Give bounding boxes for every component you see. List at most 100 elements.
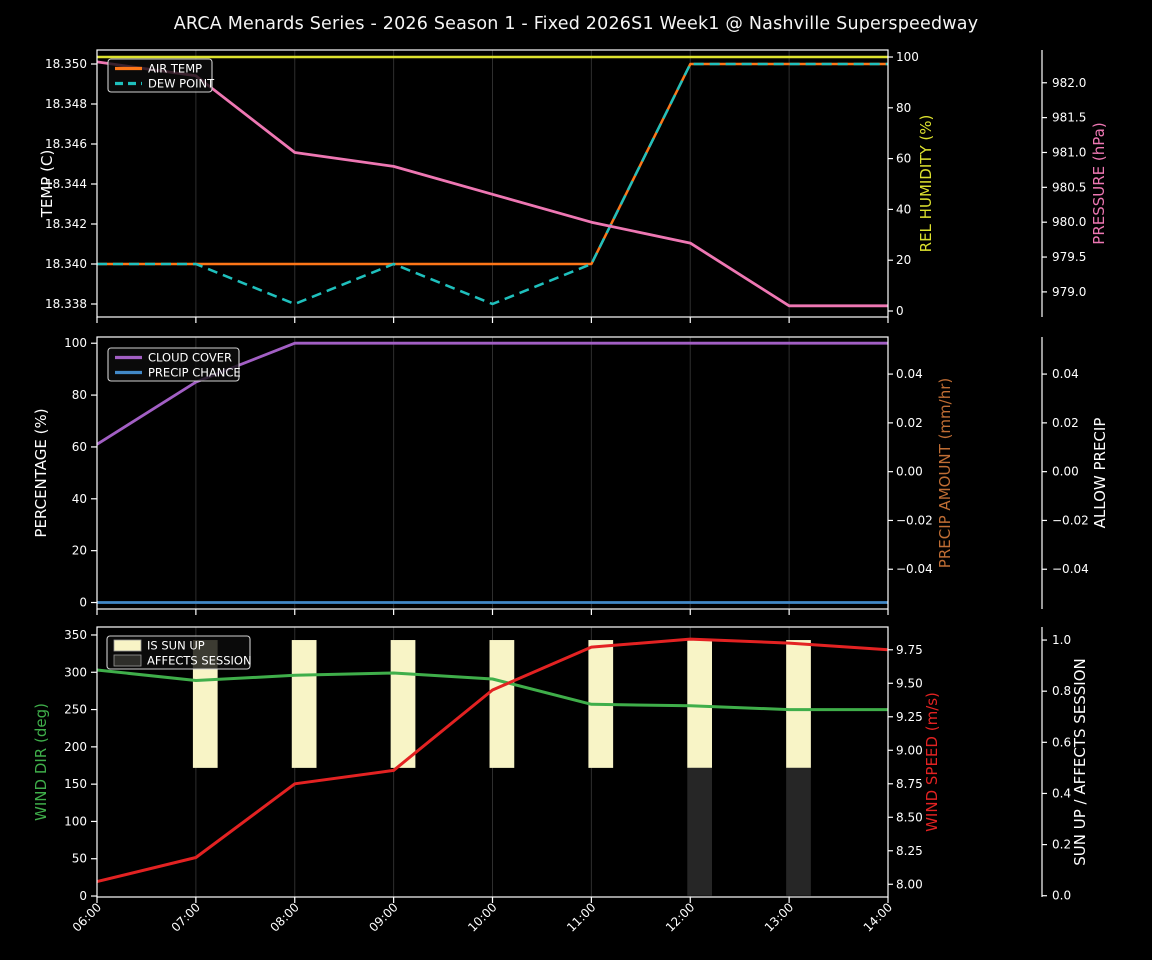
precip-amount-mm-hr-axis-label: PRECIP AMOUNT (mm/hr) <box>936 378 954 568</box>
y-tick-label: 18.348 <box>45 97 87 111</box>
x-tick-label: 07:00 <box>169 900 203 934</box>
y-tick-label: 0.00 <box>896 465 923 479</box>
y-tick-label: 8.75 <box>896 777 923 791</box>
y-tick-label: 18.344 <box>45 177 87 191</box>
temp-c-axis-label: TEMP (C) <box>38 150 56 219</box>
y-tick-label: 9.00 <box>896 743 923 757</box>
y-tick-label: 20 <box>896 253 911 267</box>
x-tick-label: 12:00 <box>663 900 697 934</box>
y-tick-label: 0.4 <box>1052 786 1071 800</box>
x-tick-label: 06:00 <box>70 900 104 934</box>
sun-up-affects-session-axis-label: SUN UP / AFFECTS SESSION <box>1071 658 1089 866</box>
panel-cloud-precip: 100 80 60 40 20 0 0.04 0.02 0.00 −0.02 −0.04 0.04 0.… <box>32 336 1109 615</box>
x-tick-label: 10:00 <box>465 900 499 934</box>
y-tick-label: 982.0 <box>1052 76 1086 90</box>
y-tick-label: 300 <box>64 665 87 679</box>
is-sun-up-bar <box>390 640 416 768</box>
y-tick-label: 0 <box>79 596 87 610</box>
y-tick-label: 60 <box>72 440 87 454</box>
y-tick-label: 0.04 <box>1052 367 1079 381</box>
is-sun-up-bar <box>489 640 515 768</box>
rel-humidity-axis-label: REL HUMIDITY (%) <box>917 115 935 253</box>
y-tick-label: 18.340 <box>45 257 87 271</box>
y-tick-label: 0.2 <box>1052 838 1071 852</box>
air-temp-line <box>97 62 888 266</box>
y-tick-label: 40 <box>896 202 911 216</box>
y-tick-label: 0.02 <box>1052 416 1079 430</box>
wind-dir-line <box>96 668 888 712</box>
percentage-axis-label: PERCENTAGE (%) <box>32 408 50 537</box>
y-tick-label: 9.50 <box>896 676 923 690</box>
x-tick-label: 09:00 <box>366 900 400 934</box>
y-tick-label: 20 <box>72 544 87 558</box>
y-tick-label: −0.04 <box>896 562 933 576</box>
y-tick-label: 200 <box>64 740 87 754</box>
y-tick-label: −0.02 <box>896 513 933 527</box>
dew-point-line <box>97 62 888 306</box>
x-tick-label: 08:00 <box>268 900 302 934</box>
y-tick-label: 979.0 <box>1052 285 1086 299</box>
y-tick-label: 0.02 <box>896 416 923 430</box>
y-tick-label: 150 <box>64 777 87 791</box>
legend-swatch <box>113 639 142 652</box>
y-tick-label: 8.50 <box>896 810 923 824</box>
y-tick-label: 18.350 <box>45 57 87 71</box>
y-tick-label: 100 <box>64 336 87 350</box>
x-tick-label: 14:00 <box>861 900 895 934</box>
y-tick-label: 18.342 <box>45 217 87 231</box>
y-tick-label: 0.04 <box>896 367 923 381</box>
y-tick-label: 50 <box>72 852 87 866</box>
y-tick-label: 9.75 <box>896 643 923 657</box>
legend-box <box>106 635 251 670</box>
y-tick-label: 100 <box>896 50 919 64</box>
y-tick-label: 0 <box>79 889 87 903</box>
pressure-line <box>96 60 888 308</box>
y-tick-label: 981.0 <box>1052 145 1086 159</box>
wind-speed-line <box>96 637 889 884</box>
y-tick-label: 980.5 <box>1052 180 1086 194</box>
y-tick-label: 980.0 <box>1052 215 1086 229</box>
y-tick-label: 1.0 <box>1052 633 1071 647</box>
y-tick-label: 80 <box>896 101 911 115</box>
is-sun-up-bar <box>786 640 811 768</box>
y-tick-label: −0.04 <box>1052 562 1089 576</box>
y-tick-label: 8.25 <box>896 844 923 858</box>
y-tick-label: 0.0 <box>1052 889 1071 903</box>
y-tick-label: 350 <box>64 628 87 642</box>
is-sun-up-bar <box>687 640 713 768</box>
y-tick-label: 80 <box>72 388 87 402</box>
panel-temp-humidity-pressure: 18.350 18.348 18.346 18.344 18.342 18.340 18.3… <box>38 49 1108 323</box>
legend-label: IS SUN UP <box>147 639 205 653</box>
y-tick-label: 250 <box>64 703 87 717</box>
y-tick-label: 0.00 <box>1052 465 1079 479</box>
panel-wind-sun: 350 300 250 200 150 100 50 0 9.75 9.50 9.25 9.00 8.7… <box>32 626 1089 935</box>
y-tick-label: 0.6 <box>1052 735 1071 749</box>
y-tick-label: 60 <box>896 152 911 166</box>
allow-precip-axis-label: ALLOW PRECIP <box>1091 418 1109 529</box>
affects-session-bar <box>786 767 811 896</box>
y-tick-label: 18.346 <box>45 137 87 151</box>
legend-label: DEW POINT <box>148 77 215 91</box>
wind-dir-deg-axis-label: WIND DIR (deg) <box>32 703 50 821</box>
y-tick-label: 100 <box>64 814 87 828</box>
y-tick-label: −0.02 <box>1052 513 1089 527</box>
legend-label: AIR TEMP <box>148 62 202 76</box>
x-tick-label: 11:00 <box>564 900 598 934</box>
legend-label: AFFECTS SESSION <box>147 654 252 668</box>
y-tick-label: 0 <box>896 304 904 318</box>
y-tick-label: 9.25 <box>896 710 923 724</box>
y-tick-label: 981.5 <box>1052 111 1086 125</box>
affects-session-bar <box>687 767 713 896</box>
legend-label: CLOUD COVER <box>148 351 232 365</box>
y-tick-label: 0.8 <box>1052 684 1071 698</box>
y-tick-label: 18.338 <box>45 297 87 311</box>
wind-speed-m-s-axis-label: WIND SPEED (m/s) <box>923 692 941 832</box>
legend-label: PRECIP CHANCE <box>148 366 241 380</box>
y-tick-label: 40 <box>72 492 87 506</box>
chart-title: ARCA Menards Series - 2026 Season 1 - Fi… <box>173 14 979 34</box>
